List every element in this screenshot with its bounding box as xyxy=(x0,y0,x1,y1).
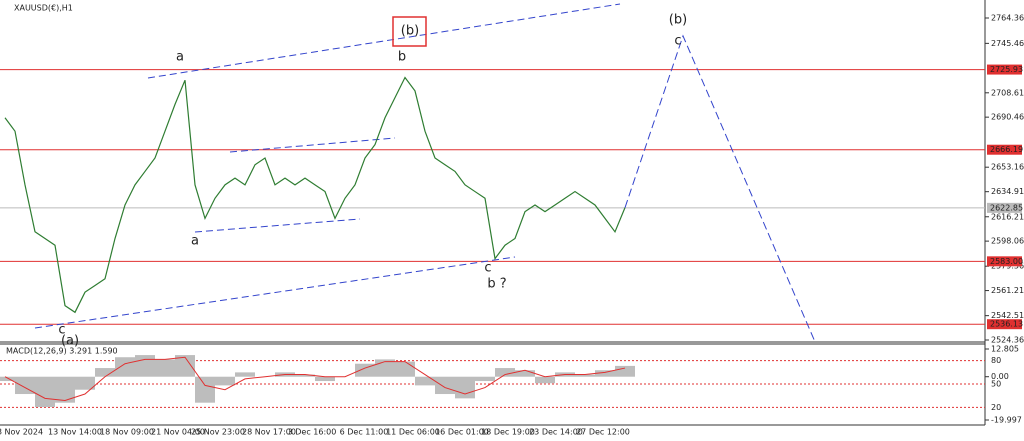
y-tick-label: 2653.16 xyxy=(991,163,1024,172)
x-tick-label: 18 Dec 19:00 xyxy=(481,428,535,437)
histogram-bar xyxy=(195,376,215,403)
annotation: a xyxy=(176,50,184,65)
histogram-bar xyxy=(535,376,555,384)
y-tick-label: 2764.36 xyxy=(991,14,1024,23)
y-tick-label: 2561.21 xyxy=(991,286,1024,295)
annotation: (a) xyxy=(61,334,79,349)
annotation: b xyxy=(398,50,406,65)
annotation-box xyxy=(392,16,427,47)
current-price-label: 2622.85 xyxy=(990,203,1023,212)
histogram-bar xyxy=(0,376,15,382)
histogram-bar xyxy=(415,376,435,386)
histogram-bar xyxy=(315,376,335,382)
level-label: 2536.13 xyxy=(990,320,1023,329)
histogram-bar xyxy=(495,368,515,377)
x-tick-label: 11 Dec 06:00 xyxy=(386,428,440,437)
current-price-box xyxy=(987,202,1022,213)
y-tick-label: 2542.51 xyxy=(991,311,1024,320)
y-tick-label: 2524.36 xyxy=(991,336,1024,345)
histogram-bar xyxy=(395,361,415,377)
annotation: a xyxy=(191,234,199,249)
level-label-box xyxy=(987,64,1022,75)
y-tick-label: 2745.46 xyxy=(991,39,1024,48)
histogram-bar xyxy=(375,359,395,377)
histogram-bar xyxy=(95,368,115,377)
histogram-bar xyxy=(295,374,315,377)
x-tick-label: 21 Nov 04:00 xyxy=(151,428,205,437)
histogram-bar xyxy=(115,357,135,377)
level-label: 20 xyxy=(991,403,1001,412)
histogram-bar xyxy=(355,363,375,377)
level-label-box xyxy=(987,256,1022,267)
projection-line xyxy=(624,34,816,343)
y-tick-label: 12.805 xyxy=(991,345,1019,354)
histogram-bar xyxy=(175,355,195,377)
x-tick-label: 16 Dec 01:00 xyxy=(435,428,489,437)
annotation: (b) xyxy=(401,24,419,39)
histogram-bar xyxy=(595,370,615,377)
y-tick-label: 2598.06 xyxy=(991,237,1024,246)
x-tick-label: 18 Nov 09:00 xyxy=(100,428,154,437)
histogram-bar xyxy=(215,376,235,386)
level-label-box xyxy=(987,319,1022,330)
annotation: c xyxy=(484,261,491,276)
histogram-bar xyxy=(235,372,255,377)
x-tick-label: 25 Nov 23:00 xyxy=(191,428,245,437)
histogram-bar xyxy=(35,376,55,408)
x-tick-label: 27 Dec 12:00 xyxy=(576,428,630,437)
annotation: (b) xyxy=(669,13,687,28)
histogram-bar xyxy=(135,355,155,377)
y-tick-label: 2634.91 xyxy=(991,187,1024,196)
level-label-box xyxy=(987,144,1022,155)
trend-line xyxy=(147,3,621,79)
x-tick-label: 23 Dec 14:00 xyxy=(529,428,583,437)
level-label: 2725.93 xyxy=(990,65,1023,74)
trend-line xyxy=(194,218,361,233)
level-label: 50 xyxy=(991,380,1001,389)
signal-line xyxy=(4,356,626,402)
level-label: 80 xyxy=(991,356,1001,365)
y-tick-label: 2690.46 xyxy=(991,113,1024,122)
histogram-bar xyxy=(155,359,175,377)
x-tick-label: 3 Dec 16:00 xyxy=(288,428,337,437)
x-tick-label: 28 Nov 17:00 xyxy=(242,428,296,437)
annotation: c xyxy=(58,323,65,338)
trend-line xyxy=(34,256,516,329)
histogram-bar xyxy=(475,376,495,382)
y-tick-label: 2616.21 xyxy=(991,212,1024,221)
histogram-bar xyxy=(615,365,635,377)
indicator-title: MACD(12,26,9) 3.291 1.590 xyxy=(6,347,118,356)
x-tick-label: 8 Nov 2024 xyxy=(0,428,43,437)
annotation: b ? xyxy=(487,277,506,292)
histogram-bar xyxy=(575,374,595,377)
y-tick-label: 0.00 xyxy=(991,372,1009,381)
histogram-bar xyxy=(75,376,95,390)
y-tick-label: 2708.61 xyxy=(991,88,1024,97)
x-tick-label: 13 Nov 14:00 xyxy=(48,428,102,437)
histogram-bar xyxy=(55,376,75,403)
level-label: 2583.00 xyxy=(990,257,1023,266)
histogram-bar xyxy=(435,376,455,395)
histogram-bar xyxy=(515,370,535,377)
y-tick-label: -19.997 xyxy=(991,416,1022,425)
trend-line xyxy=(229,137,396,153)
price-line xyxy=(4,76,626,314)
chart-title: XAUUSD(€),H1 xyxy=(14,4,73,13)
x-tick-label: 6 Dec 11:00 xyxy=(340,428,389,437)
level-label: 2666.19 xyxy=(990,145,1023,154)
histogram-bar xyxy=(455,376,475,399)
annotation: c xyxy=(674,34,681,49)
